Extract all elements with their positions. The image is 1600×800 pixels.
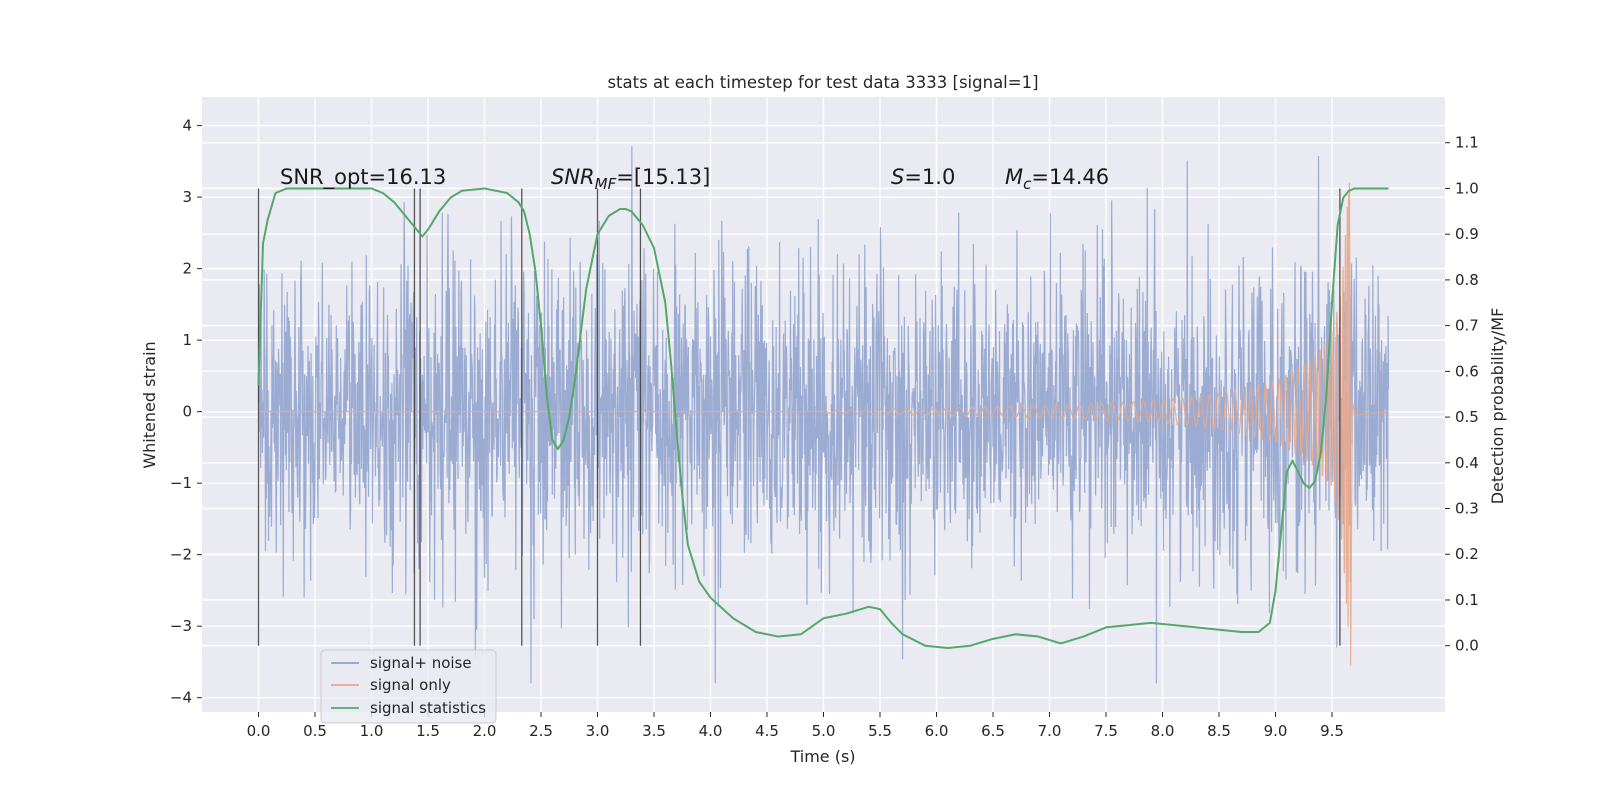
y-axis-label: Whitened strain [140,341,159,468]
x-tick-label: 7.0 [1038,722,1062,740]
legend-label-signal-statistics: signal statistics [370,699,486,717]
annotation-s: S=1.0 [891,165,955,189]
vertical-markers [257,188,1341,646]
y-tick-label: −2 [170,546,192,564]
x-tick-label: 0.5 [303,722,327,740]
y-right-tick-label: 0.0 [1455,637,1479,655]
series-signal-noise [257,146,1390,684]
annotation-snr-opt: SNR_opt=16.13 [280,165,446,190]
x-tick-label: 7.5 [1094,722,1118,740]
x-tick-label: 2.5 [529,722,553,740]
chart-title: stats at each timestep for test data 333… [607,73,1038,92]
x-tick-label: 1.5 [416,722,440,740]
y-right-tick-label: 0.1 [1455,591,1479,609]
x-tick-label: 8.5 [1207,722,1231,740]
x-tick-label: 8.0 [1151,722,1175,740]
x-tick-label: 9.0 [1264,722,1288,740]
annotation-snr-mf: SNRMF=[15.13] [551,165,710,193]
y-right-tick-label: 1.0 [1455,179,1479,197]
x-tick-label: 4.5 [755,722,779,740]
signal-statistics-line [257,187,1389,649]
y-right-tick-label: 0.3 [1455,500,1479,518]
y-right-tick-label: 0.7 [1455,317,1479,335]
x-tick-label: 3.0 [586,722,610,740]
y-tick-label: 2 [182,260,192,278]
x-tick-label: 4.0 [699,722,723,740]
y-right-tick-label: 1.1 [1455,134,1479,152]
axes: 0.0 0.5 1.0 1.5 2.0 2.5 3.0 3.5 4.0 4.5 5.0 5.5 6.0 6… [170,117,1479,740]
y-tick-label: 1 [182,331,192,349]
x-tick-label: 5.5 [868,722,892,740]
x-tick-label: 6.0 [925,722,949,740]
x-tick-label: 9.5 [1320,722,1344,740]
y-right-tick-label: 0.6 [1455,362,1479,380]
y-tick-label: −3 [170,617,192,635]
y-right-tick-label: 0.5 [1455,408,1479,426]
signal-noise-line [257,146,1390,684]
y-right-tick-label: 0.4 [1455,454,1479,472]
y-axis-right-label: Detection probability/MF [1488,308,1507,505]
signal-only-line [258,182,1389,666]
y-tick-label: 3 [182,188,192,206]
legend-label-signal-noise: signal+ noise [370,654,472,672]
series-signal-statistics [257,187,1389,649]
x-tick-label: 3.5 [642,722,666,740]
y-right-tick-label: 0.2 [1455,545,1479,563]
y-tick-label: 4 [182,117,192,135]
annotation-mc: Mc=14.46 [1005,165,1109,193]
y-tick-label: −4 [170,689,192,707]
legend-frame [320,649,497,724]
x-axis-label: Time (s) [789,747,855,766]
legend: signal+ noise signal only signal statist… [320,649,497,724]
series-signal-only [258,182,1389,666]
y-right-tick-label: 0.9 [1455,225,1479,243]
x-tick-label: 2.0 [473,722,497,740]
legend-label-signal-only: signal only [370,676,451,694]
y-tick-label: −1 [170,474,192,492]
y-right-tick-label: 0.8 [1455,271,1479,289]
x-tick-label: 5.0 [812,722,836,740]
x-tick-label: 1.0 [360,722,384,740]
x-tick-label: 6.5 [981,722,1005,740]
y-tick-label: 0 [182,403,192,421]
x-tick-label: 0.0 [247,722,271,740]
